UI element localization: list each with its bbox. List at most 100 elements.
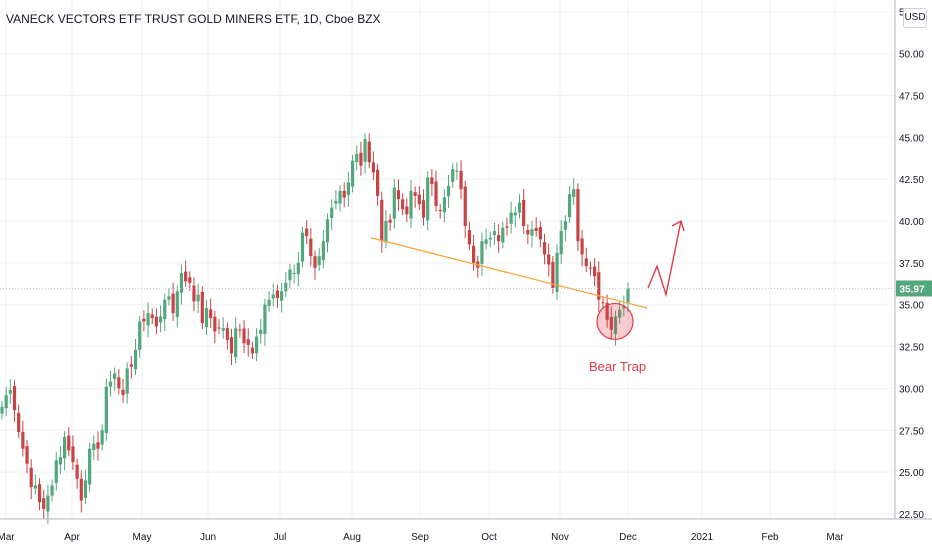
price-tick-label: 45.00 (899, 133, 924, 144)
candle-body (509, 212, 513, 224)
candle (530, 220, 534, 248)
candle-body (534, 228, 538, 232)
candle-body (434, 181, 438, 206)
candle (21, 421, 25, 457)
candle (359, 141, 363, 176)
candle-body (42, 498, 46, 509)
last-price-tag: 35.97 (896, 280, 932, 297)
candle (209, 298, 213, 328)
candle-body (184, 271, 188, 282)
candle-body (401, 199, 405, 210)
currency-button[interactable]: USD (903, 8, 927, 28)
candle-body (467, 230, 472, 245)
candle (129, 355, 133, 379)
candle (392, 179, 396, 229)
time-tick-label: Dec (619, 532, 637, 543)
candle-body (67, 435, 71, 451)
candle (325, 213, 330, 253)
candle (238, 323, 242, 338)
candle (4, 386, 8, 417)
candle (438, 204, 442, 219)
candle (317, 247, 321, 272)
candle (505, 217, 509, 236)
price-tick-label: 27.50 (899, 426, 924, 437)
drawing-annotations (0, 219, 895, 341)
candle (71, 435, 75, 470)
candle-body (121, 389, 125, 396)
time-tick-label: Sep (411, 532, 429, 543)
up-arrow-path (647, 220, 682, 298)
candle (133, 339, 138, 376)
candle (551, 255, 555, 294)
candle-body (25, 446, 29, 464)
candle (83, 469, 88, 504)
last-price-tag-bg (896, 280, 932, 297)
candle-body (392, 187, 396, 219)
candle (376, 163, 380, 206)
candle-body (609, 317, 613, 330)
candle-body (421, 200, 426, 218)
candle (305, 220, 309, 244)
candle-body (442, 197, 446, 213)
candle (221, 317, 225, 339)
candle-body (530, 229, 534, 236)
candle (179, 264, 184, 305)
candle (163, 293, 167, 331)
candle-body (330, 207, 334, 218)
candle (413, 186, 417, 208)
price-tick-label: 47.50 (899, 91, 924, 102)
candle-body (538, 227, 542, 240)
candle (292, 264, 296, 284)
candle (204, 299, 209, 336)
candle-body (217, 327, 221, 329)
candle (188, 271, 192, 291)
time-tick-label: Apr (64, 532, 80, 543)
candle-body (254, 336, 259, 354)
candle (104, 378, 108, 441)
candle (267, 291, 271, 312)
candle-body (576, 189, 580, 242)
candle-body (188, 277, 192, 283)
candle-body (305, 228, 309, 237)
candle-body (396, 190, 401, 200)
candle (67, 427, 71, 457)
candle (100, 424, 104, 451)
candle-body (108, 381, 113, 387)
candle (442, 189, 446, 223)
candle (417, 186, 421, 211)
candle (75, 458, 79, 489)
candle-body (593, 266, 597, 277)
candle-body (292, 272, 296, 274)
candle (225, 322, 229, 350)
candle-body (129, 364, 133, 367)
candle-body (505, 226, 509, 228)
candle-body (542, 242, 547, 255)
candle-body (75, 464, 79, 479)
candle-body (455, 170, 459, 172)
time-tick-label: Feb (761, 532, 779, 543)
price-axis[interactable]: 52.5050.0047.5045.0042.5040.0037.5035.00… (894, 0, 932, 521)
trendline (370, 237, 648, 309)
candle (63, 431, 67, 471)
candle-body (338, 190, 342, 204)
candle-body (551, 261, 555, 288)
candle (538, 221, 542, 248)
candle-body (325, 219, 330, 243)
price-tick-label: 50.00 (899, 50, 924, 61)
candle (446, 174, 451, 209)
candle (275, 284, 280, 308)
candle-body (21, 431, 25, 449)
candle (12, 380, 17, 423)
candle (559, 220, 563, 265)
time-axis[interactable]: Mar Apr May Jun Jul Aug Sep Oct Nov Dec 2021 Feb Mar (0, 518, 932, 543)
candle (597, 261, 601, 312)
candle (526, 224, 530, 245)
candle (488, 231, 492, 248)
candle-body (288, 269, 292, 281)
candle-body (250, 347, 254, 354)
candle-body (213, 316, 217, 332)
candle-body (296, 262, 300, 275)
candle-body (133, 349, 138, 370)
candle-body (350, 160, 355, 187)
